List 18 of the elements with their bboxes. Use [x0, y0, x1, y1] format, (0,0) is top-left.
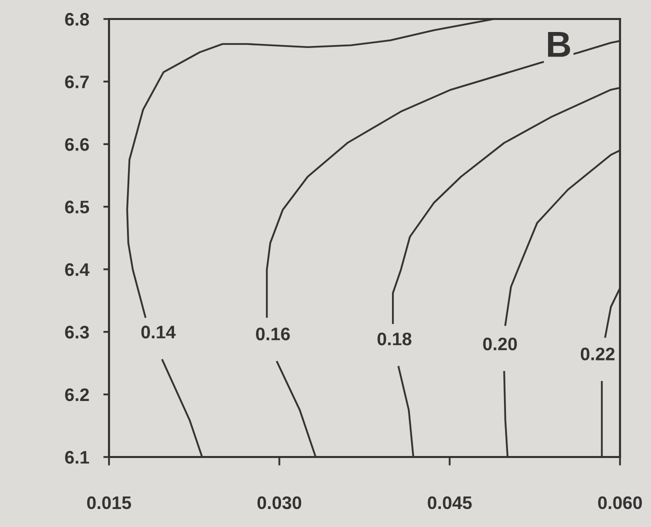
x-tick-label: 0.060 — [598, 496, 642, 510]
y-tick-label: 6.4 — [65, 263, 90, 276]
series-label: 0.20 — [483, 338, 517, 350]
series-label: 0.14 — [141, 326, 176, 338]
series-label: 0.18 — [378, 332, 412, 346]
x-tick-label: 0.030 — [257, 496, 302, 510]
y-tick-label: 6.8 — [65, 12, 90, 26]
x-tick-label: 0.045 — [428, 496, 472, 510]
y-tick-label: 6.3 — [65, 326, 89, 339]
y-tick-label: 6.6 — [65, 138, 89, 151]
series-label: 0.22 — [580, 348, 615, 360]
y-tick-label: 6.1 — [65, 450, 90, 464]
y-tick-label: 6.7 — [65, 76, 89, 88]
annotation: B — [548, 32, 570, 57]
y-tick-label: 6.2 — [65, 388, 89, 402]
y-tick-label: 6.5 — [65, 200, 90, 214]
series-label: 0.16 — [256, 328, 290, 340]
x-tick-label: 0.015 — [87, 496, 132, 510]
